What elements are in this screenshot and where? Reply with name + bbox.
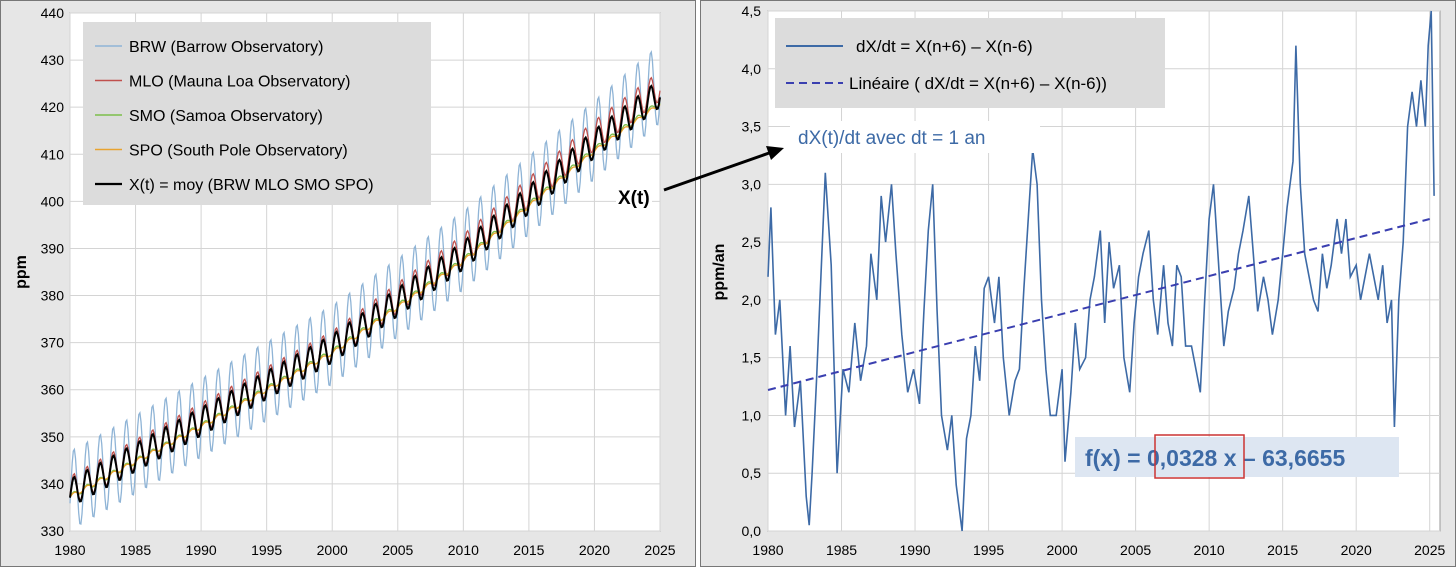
left-x-tick-label: 1995 — [251, 542, 282, 558]
right-y-tick-label: 0,5 — [742, 465, 762, 481]
right-y-tick-label: 4,0 — [742, 61, 762, 77]
equation-text: f(x) = 0,0328 x – 63,6655 — [1085, 445, 1345, 471]
right-x-tick-label: 2000 — [1047, 542, 1078, 558]
left-x-tick-label: 2020 — [579, 542, 610, 558]
left-legend-label: SMO (Samoa Observatory) — [129, 108, 323, 125]
right-series-line-2 — [767, 218, 1430, 391]
right-legend-label: Linéaire ( dX/dt = X(n+6) – X(n-6)) — [849, 74, 1107, 93]
right-legend-label: dX/dt = X(n+6) – X(n-6) — [856, 37, 1033, 56]
right-x-tick-label: 2015 — [1267, 542, 1298, 558]
equation-prefix: f(x) = — [1085, 445, 1147, 471]
left-series-group — [69, 49, 661, 525]
right-note-text: dX(t)/dt avec dt = 1 an — [798, 128, 985, 149]
equation-bg — [1075, 437, 1399, 477]
right-x-tick-label: 2005 — [1120, 542, 1151, 558]
right-y-tick-label: 2,5 — [742, 234, 762, 250]
right-y-tick-label: 1,0 — [742, 407, 762, 423]
left-x-tick-label: 1990 — [186, 542, 217, 558]
left-legend-label: MLO (Mauna Loa Observatory) — [129, 74, 350, 91]
left-y-tick-label: 440 — [41, 5, 65, 21]
arrow-line — [663, 150, 773, 192]
left-y-tick-label: 380 — [41, 288, 65, 304]
right-y-axis-label: ppm/an — [711, 244, 728, 301]
right-y-tick-label: 2,0 — [742, 292, 762, 308]
left-x-tick-label: 1980 — [54, 542, 85, 558]
left-series-line-1 — [69, 49, 661, 525]
left-legend: BRW (Barrow Observatory) MLO (Mauna Loa O… — [83, 22, 431, 205]
left-y-tick-label: 400 — [41, 193, 65, 209]
left-y-tick-label: 360 — [41, 382, 65, 398]
right-x-tick-label: 2025 — [1414, 542, 1445, 558]
right-y-tick-label: 4,5 — [742, 3, 762, 19]
right-legend-box — [775, 18, 1165, 108]
right-x-tick-label: 1985 — [826, 542, 857, 558]
right-x-tick-label: 1980 — [752, 542, 783, 558]
left-y-tick-label: 390 — [41, 240, 65, 256]
left-x-tick-label: 2010 — [448, 542, 479, 558]
left-y-axis-label: ppm — [13, 255, 30, 289]
right-x-tick-label: 1995 — [973, 542, 1004, 558]
left-y-tick-label: 370 — [41, 335, 65, 351]
right-y-ticks: 0,0 0,5 1,0 1,5 2,0 2,5 3,0 3,5 4,0 4,5 — [742, 3, 762, 539]
left-x-ticks: 1980 1985 1990 1995 2000 2005 2010 2015 2020 2025 — [54, 542, 675, 558]
left-x-tick-label: 1985 — [120, 542, 151, 558]
right-x-tick-label: 2010 — [1194, 542, 1225, 558]
right-y-tick-label: 3,5 — [742, 119, 762, 135]
left-y-tick-label: 350 — [41, 429, 65, 445]
right-y-tick-label: 3,0 — [742, 176, 762, 192]
right-legend: dX/dt = X(n+6) – X(n-6) Linéaire ( dX/dt … — [775, 18, 1165, 108]
left-x-tick-label: 2015 — [513, 542, 544, 558]
arrow-label: X(t) — [616, 188, 652, 210]
right-x-tick-label: 2020 — [1341, 542, 1372, 558]
right-series-group — [767, 10, 1435, 532]
left-y-ticks: 330 340 350 360 370 380 390 400 410 420 430 440 — [41, 5, 65, 539]
right-series-line-1 — [767, 10, 1435, 532]
left-y-tick-label: 420 — [41, 99, 65, 115]
left-series-line-4 — [69, 104, 661, 498]
right-y-tick-label: 0,0 — [742, 523, 762, 539]
right-x-ticks: 1980 1985 1990 1995 2000 2005 2010 2015 2020 2025 — [752, 542, 1445, 558]
left-y-tick-label: 410 — [41, 146, 65, 162]
slope-highlight-box — [1154, 434, 1245, 479]
arrow-head — [766, 146, 784, 160]
left-y-tick-label: 340 — [41, 476, 65, 492]
equation-suffix: x – 63,6655 — [1217, 445, 1345, 471]
right-y-tick-label: 1,5 — [742, 350, 762, 366]
right-x-tick-label: 1990 — [899, 542, 930, 558]
left-x-tick-label: 2005 — [382, 542, 413, 558]
left-y-tick-label: 330 — [41, 523, 65, 539]
left-legend-label: SPO (South Pole Observatory) — [129, 143, 348, 160]
equation-slope: 0,0328 — [1147, 445, 1218, 471]
right-note-bg — [790, 121, 1040, 153]
left-x-tick-label: 2000 — [317, 542, 348, 558]
left-series-line-5 — [69, 84, 661, 503]
left-y-tick-label: 430 — [41, 52, 65, 68]
left-legend-box — [83, 22, 431, 205]
left-x-tick-label: 2025 — [644, 542, 675, 558]
left-legend-label: X(t) = moy (BRW MLO SMO SPO) — [129, 177, 374, 194]
left-legend-label: BRW (Barrow Observatory) — [129, 39, 323, 56]
